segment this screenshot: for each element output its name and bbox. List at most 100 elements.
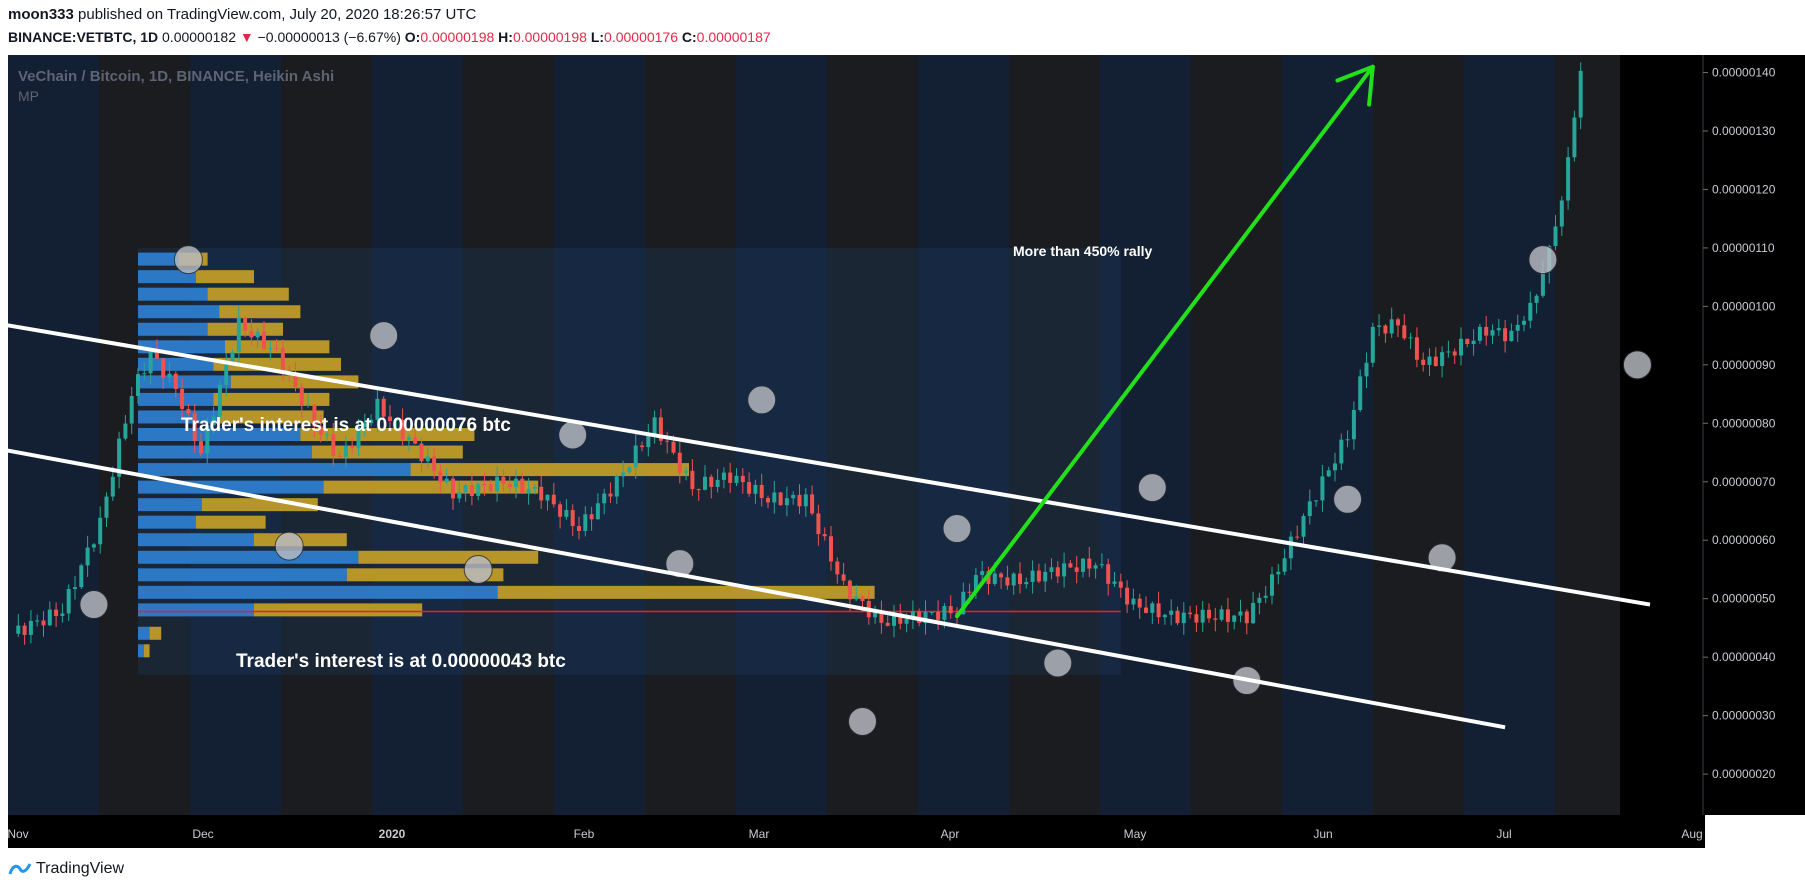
candle-body (841, 574, 846, 581)
candle-body (1144, 607, 1148, 613)
candle-body (589, 514, 594, 520)
rally-arrow-line[interactable] (955, 64, 1375, 619)
candle-body (791, 494, 796, 499)
background-band (1191, 55, 1282, 815)
candle-body (1528, 302, 1533, 321)
close-label: C: (681, 29, 697, 45)
candle-body (1572, 117, 1577, 158)
candle-body (835, 561, 840, 575)
candle-body (362, 423, 367, 427)
candle-body (570, 510, 575, 527)
candle-body (910, 611, 915, 620)
candle-body (873, 610, 878, 618)
candle-body (1081, 558, 1085, 572)
candle-body (1156, 603, 1161, 618)
candle-body (79, 565, 84, 588)
price-tick-label: 0.00000020 (1712, 767, 1776, 781)
volume-profile-up-bar (138, 357, 214, 371)
candle-body (980, 571, 985, 576)
candle-body (388, 416, 392, 422)
candle-body (967, 591, 972, 593)
volume-profile-down-bar (358, 550, 539, 564)
volume-profile-down-bar (254, 603, 423, 617)
candle-body (236, 317, 241, 352)
candle-body (1553, 226, 1558, 247)
candle-body (400, 420, 405, 440)
candle-body (520, 478, 525, 494)
candle-body (1213, 618, 1218, 620)
symbol-label: BINANCE:VETBTC, 1D (8, 29, 159, 45)
volume-profile-up-bar (138, 410, 220, 424)
candle-body (1377, 325, 1382, 327)
volume-profile-up-bar (138, 392, 214, 406)
candle-body (205, 425, 210, 454)
price-tick-label: 0.00000100 (1712, 299, 1776, 313)
candle-body (539, 486, 544, 501)
footer-brand[interactable]: TradingView (8, 860, 124, 878)
candle-body (1408, 337, 1413, 339)
candle-body (1509, 330, 1514, 342)
candle-body (154, 350, 159, 359)
time-axis[interactable] (8, 815, 1705, 848)
candle-body (1578, 70, 1583, 118)
indicator-label: MP (18, 88, 39, 104)
candle-body (514, 478, 518, 488)
price-tick-label: 0.00000030 (1712, 709, 1776, 723)
volume-profile-up-bar (138, 322, 208, 336)
channel-upper-line[interactable] (0, 321, 1651, 607)
low-label: L: (590, 29, 605, 45)
candle-body (325, 434, 329, 436)
candle-body (1364, 362, 1369, 377)
candle-body (1106, 564, 1111, 584)
candle-body (810, 494, 815, 514)
candle-body (885, 622, 890, 626)
candle-body (1112, 581, 1117, 584)
candle-body (526, 488, 531, 494)
candle-body (753, 484, 758, 494)
high-label: H: (498, 29, 513, 45)
candle-body (652, 417, 657, 435)
candle-body (936, 611, 941, 620)
marker-circle (173, 245, 203, 275)
marker-circle (848, 706, 877, 736)
volume-profile (138, 252, 1121, 658)
volume-profile-up-bar (138, 252, 179, 266)
candle-body (1421, 359, 1426, 365)
background-band (918, 55, 1009, 815)
volume-profile-down-bar (323, 480, 539, 494)
price-tick-label: 0.00000090 (1712, 358, 1776, 372)
time-tick-label: Apr (941, 827, 960, 841)
volume-profile-up-bar (138, 305, 220, 319)
rally-arrow-head[interactable] (1335, 64, 1375, 107)
candle-body (394, 420, 399, 422)
price-axis[interactable] (1703, 55, 1805, 815)
channel-lower-line[interactable] (0, 447, 1506, 730)
candle-body (1490, 330, 1495, 336)
volume-profile-down-bar (312, 445, 463, 459)
candle-body (406, 437, 411, 440)
marker-circle (558, 420, 588, 450)
background-band (8, 55, 99, 815)
candle-body (1049, 567, 1054, 572)
candle-body (1036, 570, 1041, 582)
marker-circle (1333, 484, 1363, 514)
candle-body (1232, 615, 1237, 622)
candle-body (337, 455, 342, 457)
candle-body (1295, 536, 1300, 538)
marker-circle (1427, 543, 1457, 573)
down-arrow-icon: ▼ (239, 29, 254, 45)
marker-circle (1137, 473, 1167, 503)
candle-body (847, 580, 852, 600)
volume-profile-up-bar (138, 550, 359, 564)
candle-body (784, 498, 789, 506)
candle-body (28, 620, 33, 635)
volume-profile-down-bar (149, 626, 162, 640)
candle-body (16, 625, 21, 634)
candle-body (343, 445, 348, 457)
candle-body (1181, 612, 1186, 624)
lower-interest-annotation: Trader's interest is at 0.00000043 btc (236, 651, 566, 672)
candle-body (1427, 356, 1432, 365)
candle-body (425, 456, 430, 462)
candle-body (1238, 611, 1243, 616)
